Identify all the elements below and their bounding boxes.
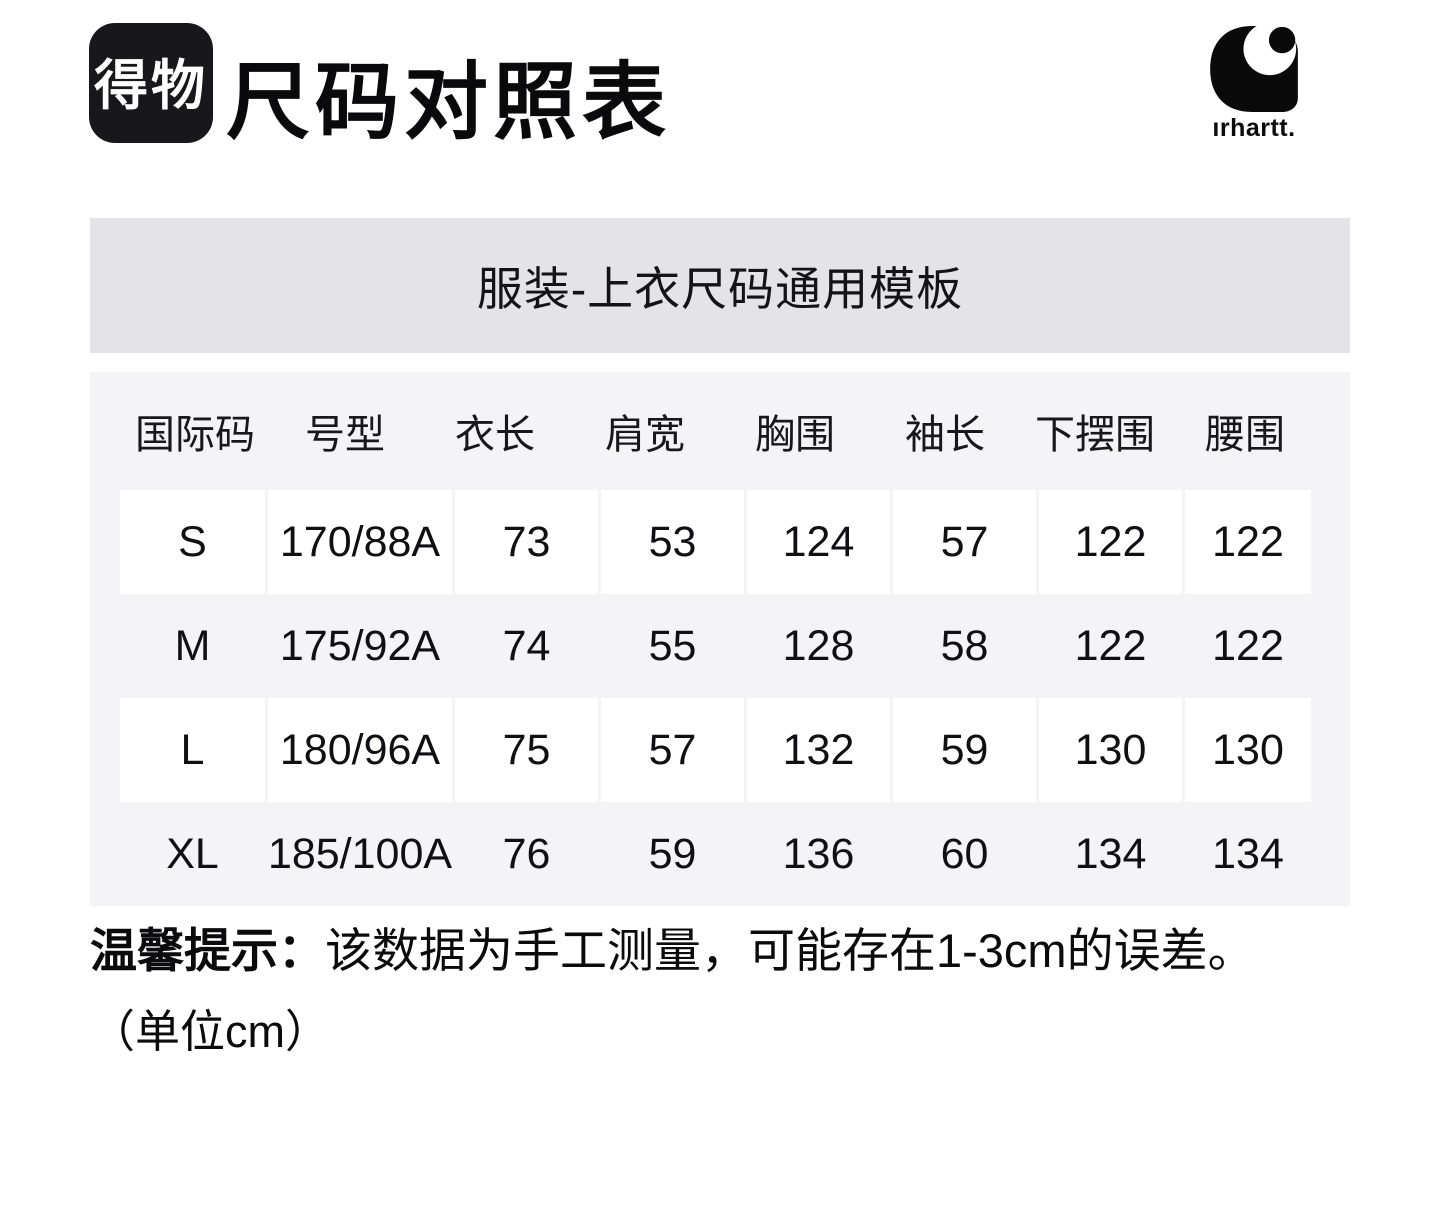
page-title: 尺码对照表 (226, 55, 672, 149)
size-table: 国际码 号型 衣长 肩宽 胸围 袖长 下摆围 腰围 S 170/88A 73 5… (90, 372, 1350, 906)
cell-length: 73 (455, 490, 598, 594)
dewu-logo-text: 得物 (94, 56, 208, 116)
cell-waist: 130 (1185, 698, 1311, 802)
carhartt-logo: ırhartt. (1204, 26, 1304, 143)
measurement-note: 温馨提示：该数据为手工测量，可能存在1-3cm的误差。 （单位cm） (90, 922, 1400, 1060)
template-banner: 服装-上衣尺码通用模板 (90, 218, 1350, 353)
cell-bust: 128 (782, 621, 855, 670)
size-table-header-row: 国际码 号型 衣长 肩宽 胸围 袖长 下摆围 腰围 (120, 372, 1320, 490)
cell-hem: 122 (1074, 621, 1147, 670)
col-header-bust: 胸围 (755, 413, 835, 457)
cell-model: 175/92A (279, 621, 441, 670)
table-row-l: L 180/96A 75 57 132 59 130 130 (120, 698, 1320, 802)
cell-hem: 122 (1039, 490, 1182, 594)
col-header-model: 号型 (305, 413, 385, 457)
col-header-waist: 腰围 (1205, 413, 1285, 457)
carhartt-wordmark: ırhartt. (1212, 114, 1296, 142)
cell-size: M (174, 621, 211, 670)
col-header-hem: 下摆围 (1035, 413, 1155, 457)
cell-bust: 136 (782, 829, 855, 878)
cell-waist: 122 (1185, 490, 1311, 594)
cell-waist: 134 (1212, 829, 1284, 878)
template-banner-title: 服装-上衣尺码通用模板 (476, 262, 964, 315)
cell-sleeve: 60 (940, 829, 989, 878)
cell-sleeve: 58 (940, 621, 989, 670)
cell-hem: 134 (1074, 829, 1147, 878)
cell-size: S (120, 490, 265, 594)
cell-size: L (120, 698, 265, 802)
note-unit-line: （单位cm） (90, 1006, 330, 1057)
cell-hem: 130 (1039, 698, 1182, 802)
col-header-sleeve: 袖长 (905, 413, 985, 457)
col-header-shoulder: 肩宽 (605, 413, 685, 457)
cell-length: 74 (502, 621, 551, 670)
table-row-s: S 170/88A 73 53 124 57 122 122 (120, 490, 1320, 594)
cell-sleeve: 57 (893, 490, 1036, 594)
cell-shoulder: 59 (648, 829, 697, 878)
table-row-xl: XL 185/100A 76 59 136 60 134 134 (120, 802, 1320, 906)
cell-size: XL (166, 829, 219, 878)
cell-shoulder: 55 (648, 621, 697, 670)
note-text: 该数据为手工测量，可能存在1-3cm的误差。 (325, 924, 1255, 977)
carhartt-c-icon (1210, 26, 1298, 112)
col-header-intl-size: 国际码 (135, 413, 255, 457)
cell-length: 76 (502, 829, 551, 878)
cell-shoulder: 57 (601, 698, 744, 802)
cell-model: 185/100A (267, 829, 453, 878)
col-header-length: 衣长 (455, 413, 535, 457)
cell-model: 170/88A (268, 490, 452, 594)
cell-length: 75 (455, 698, 598, 802)
cell-bust: 132 (747, 698, 890, 802)
cell-model: 180/96A (268, 698, 452, 802)
cell-shoulder: 53 (601, 490, 744, 594)
dewu-logo-icon: 得物 (89, 23, 213, 143)
cell-waist: 122 (1212, 621, 1284, 670)
note-line-1: 温馨提示：该数据为手工测量，可能存在1-3cm的误差。 (90, 922, 1400, 980)
cell-sleeve: 59 (893, 698, 1036, 802)
cell-bust: 124 (747, 490, 890, 594)
table-row-m: M 175/92A 74 55 128 58 122 122 (120, 594, 1320, 698)
note-label: 温馨提示： (90, 924, 325, 977)
